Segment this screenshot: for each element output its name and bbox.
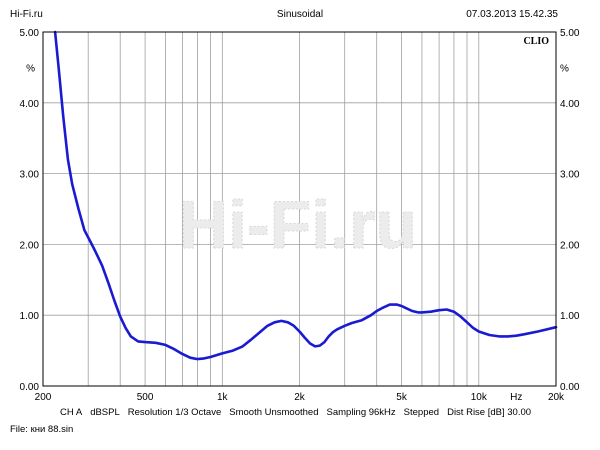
- y-unit-label-left: %: [26, 63, 35, 74]
- x-tick-label: 10k: [471, 392, 488, 403]
- header-timestamp: 07.03.2013 15.42.35: [466, 9, 558, 20]
- footer-resolution: Resolution 1/3 Octave: [127, 407, 222, 418]
- y-tick-label-right: 4.00: [560, 99, 580, 110]
- y-tick-label-right: 1.00: [560, 311, 580, 322]
- watermark: Hi-Fi.ru: [179, 187, 417, 263]
- footer-sampling: Sampling 96kHz: [326, 407, 396, 418]
- file-name: File: кни 88.sin: [10, 424, 74, 435]
- footer-units: dBSPL: [90, 407, 120, 418]
- plot-frame: [42, 31, 557, 387]
- y-tick-label-left: 4.00: [20, 99, 40, 110]
- y-unit-label-right: %: [560, 63, 569, 74]
- y-tick-label-right: 2.00: [560, 240, 580, 251]
- y-tick-label-left: 3.00: [20, 170, 40, 181]
- x-tick-label: 500: [137, 392, 154, 403]
- chart-ticks: 0.00 0.00 1.00 1.00 2.00 2.00 3.00 3.00 4.00 4.00…: [20, 28, 580, 403]
- header-center-title: Sinusoidal: [276, 9, 324, 20]
- y-tick-label-right: 5.00: [560, 28, 580, 39]
- x-tick-label: 5k: [396, 392, 408, 403]
- y-tick-label-right: 3.00: [560, 170, 580, 181]
- header-left-title: Hi-Fi.ru: [10, 9, 43, 20]
- y-tick-label-left: 5.00: [20, 28, 40, 39]
- series-line-distortion: [53, 30, 558, 361]
- footer-smoothing: Smooth Unsmoothed: [229, 407, 319, 418]
- clio-brand-label: CLIO: [523, 36, 549, 47]
- x-tick-label: 1k: [217, 392, 229, 403]
- y-tick-label-right: 0.00: [560, 382, 580, 393]
- footer-channel: CH A: [60, 407, 83, 418]
- y-tick-label-left: 0.00: [20, 382, 40, 393]
- x-unit-label: Hz: [510, 392, 522, 403]
- x-tick-label: 20k: [548, 392, 565, 403]
- y-tick-label-left: 1.00: [20, 311, 40, 322]
- y-tick-label-left: 2.00: [20, 240, 40, 251]
- measurement-settings: CH A dBSPL Resolution 1/3 Octave Smooth Uns…: [60, 407, 539, 418]
- chart-grid: [43, 32, 556, 386]
- footer-dist-rise: Dist Rise [dB] 30.00: [447, 407, 532, 418]
- x-tick-label: 2k: [294, 392, 306, 403]
- x-tick-label: 200: [35, 392, 52, 403]
- footer-stepped: Stepped: [403, 407, 440, 418]
